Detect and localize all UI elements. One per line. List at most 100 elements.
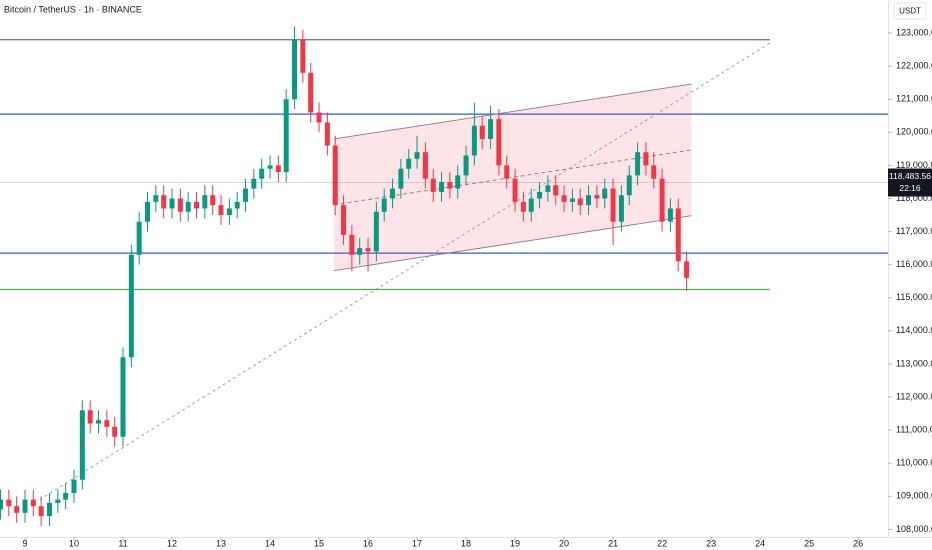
candle-body xyxy=(226,208,232,216)
candle-body xyxy=(177,198,183,212)
candle-body xyxy=(545,185,551,192)
y-tick-label: 110,000.00 xyxy=(896,458,932,468)
candle-body xyxy=(267,165,273,169)
candle-body xyxy=(251,178,257,189)
chart-title: Bitcoin / TetherUS · 1h · BINANCE xyxy=(4,4,142,14)
y-tick-label: 109,000.00 xyxy=(896,491,932,501)
candle-body xyxy=(414,152,420,159)
candle-body xyxy=(275,165,281,173)
last-price-tag xyxy=(888,168,932,197)
candle-body xyxy=(71,479,77,493)
y-tick-label: 118,000.00 xyxy=(896,193,932,203)
y-tick-label: 119,000.00 xyxy=(896,160,932,170)
candle-body xyxy=(22,499,28,513)
candle-body xyxy=(194,201,200,209)
candle-body xyxy=(659,178,665,222)
candle-body xyxy=(349,234,355,255)
candle-body xyxy=(112,426,118,437)
candle-body xyxy=(104,420,110,427)
candle-body xyxy=(202,195,208,209)
candle-body xyxy=(569,198,575,202)
candle-body xyxy=(496,119,502,166)
y-tick-label: 123,000.00 xyxy=(896,27,932,37)
channel-upper xyxy=(333,83,692,140)
x-tick-label: 12 xyxy=(167,538,177,548)
x-tick-label: 21 xyxy=(608,538,618,548)
x-tick-label: 19 xyxy=(510,538,520,548)
candle-body xyxy=(512,178,518,202)
last-price-label: 118,483.56 xyxy=(889,171,931,181)
candle-body xyxy=(14,506,20,513)
currency-box[interactable] xyxy=(893,2,927,20)
candle-body xyxy=(520,201,526,212)
candle-body xyxy=(153,195,159,202)
candle-body xyxy=(234,201,240,209)
candle-body xyxy=(479,125,485,139)
candle-body xyxy=(455,175,461,189)
currency-label[interactable]: USDT xyxy=(899,7,921,16)
candle-body xyxy=(537,191,543,199)
candle-body xyxy=(390,188,396,199)
y-tick-label: 113,000.00 xyxy=(896,358,932,368)
candle-body xyxy=(586,195,592,206)
y-tick-label: 111,000.00 xyxy=(896,424,932,434)
x-tick-label: 14 xyxy=(265,538,275,548)
candle-body xyxy=(145,201,151,222)
candle-body xyxy=(675,208,681,262)
candle-body xyxy=(463,155,469,176)
candle-body xyxy=(0,499,3,510)
x-tick-label: 13 xyxy=(216,538,226,548)
candle-body xyxy=(365,248,371,252)
candle-body xyxy=(635,152,641,176)
candle-body xyxy=(667,208,673,222)
candle-body xyxy=(643,152,649,166)
y-tick-label: 112,000.00 xyxy=(896,391,932,401)
candle-body xyxy=(430,178,436,192)
candle-body xyxy=(504,165,510,179)
candle-body xyxy=(626,175,632,196)
candle-body xyxy=(561,195,567,202)
candle-body xyxy=(602,188,608,199)
candle-body xyxy=(169,198,175,209)
candle-body xyxy=(357,248,363,255)
candle-body xyxy=(308,72,314,113)
x-tick-label: 26 xyxy=(853,538,863,548)
x-tick-label: 25 xyxy=(804,538,814,548)
candle-body xyxy=(553,185,559,196)
candle-body xyxy=(136,221,142,255)
candle-body xyxy=(422,152,428,179)
x-tick-label: 17 xyxy=(412,538,422,548)
candle-body xyxy=(439,181,445,192)
candle-body xyxy=(488,119,494,139)
y-tick-label: 116,000.00 xyxy=(896,259,932,269)
x-tick-label: 16 xyxy=(363,538,373,548)
candle-body xyxy=(610,188,616,222)
candle-body xyxy=(30,499,36,507)
candle-body xyxy=(161,195,167,209)
x-tick-label: 18 xyxy=(461,538,471,548)
channel-fill xyxy=(333,84,692,271)
candle-body xyxy=(292,39,298,100)
candle-body xyxy=(577,198,583,206)
candle-body xyxy=(283,99,289,173)
candle-body xyxy=(594,195,600,199)
y-tick-label: 115,000.00 xyxy=(896,292,932,302)
candle-body xyxy=(259,168,265,179)
candle-body xyxy=(96,420,102,424)
x-tick-label: 15 xyxy=(314,538,324,548)
candle-body xyxy=(120,357,126,437)
candle-body xyxy=(243,188,249,202)
candle-body xyxy=(651,165,657,179)
candle-body xyxy=(398,168,404,189)
candle-body xyxy=(332,145,338,206)
candle-body xyxy=(341,205,347,235)
x-tick-label: 20 xyxy=(559,538,569,548)
candles xyxy=(0,26,690,527)
y-tick-label: 117,000.00 xyxy=(896,226,932,236)
x-tick-label: 22 xyxy=(657,538,667,548)
axes: 108,000.00 109,000.00 110,000.00 111,000.00… xyxy=(22,27,932,548)
candle-body xyxy=(447,181,453,189)
candle-body xyxy=(324,122,330,146)
